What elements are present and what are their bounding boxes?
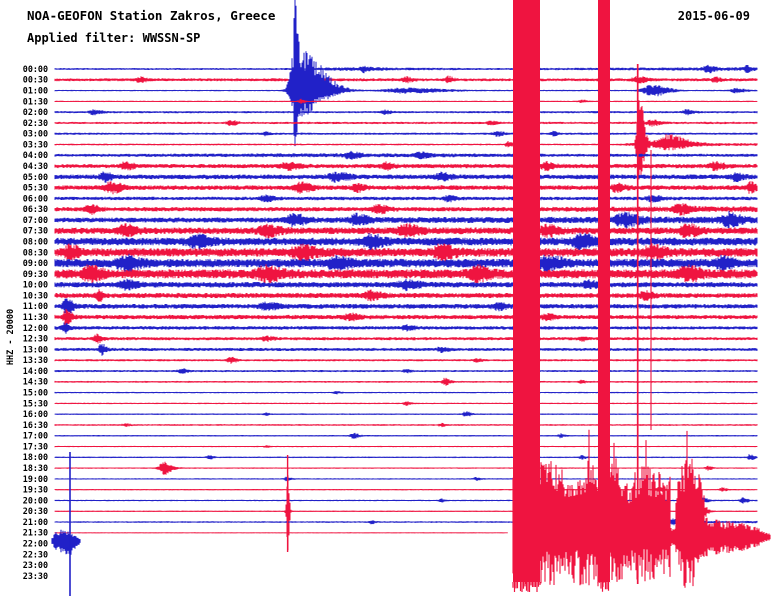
trace-signal [54, 333, 758, 344]
trace-signal [54, 203, 758, 216]
trace-signal [54, 368, 758, 374]
row-time-label: 03:30 [23, 139, 48, 149]
row-time-label: 22:30 [23, 549, 48, 559]
row-time-label: 08:30 [23, 247, 48, 257]
row-time-label: 12:00 [23, 323, 48, 333]
row-time-label: 21:30 [23, 528, 48, 538]
row-time-label: 20:30 [23, 506, 48, 516]
trace-signal [54, 64, 758, 74]
trace-signal [54, 181, 758, 195]
trace-signal [54, 130, 758, 137]
row-time-label: 12:30 [23, 334, 48, 344]
trace-signal [54, 432, 758, 439]
row-time-label: 01:30 [23, 96, 48, 106]
row-time-label: 17:30 [23, 441, 48, 451]
row-time-label: 02:30 [23, 118, 48, 128]
filter-subtitle: Applied filter: WWSSN-SP [27, 31, 201, 45]
trace-signal [54, 377, 758, 386]
trace-signal [54, 98, 758, 104]
row-time-label: 04:00 [23, 150, 48, 160]
trace-signal [54, 223, 758, 239]
row-time-label: 06:30 [23, 204, 48, 214]
row-time-label: 17:00 [23, 431, 48, 441]
row-time-label: 23:30 [23, 571, 48, 581]
row-time-label: 23:00 [23, 560, 48, 570]
trace-signal [54, 356, 758, 364]
row-time-label: 16:30 [23, 420, 48, 430]
event-spindle [654, 516, 771, 558]
row-time-label: 15:00 [23, 388, 48, 398]
row-time-label: 15:30 [23, 398, 48, 408]
row-time-label: 18:00 [23, 452, 48, 462]
row-time-label: 14:00 [23, 366, 48, 376]
saturated-coda-chaos [512, 429, 671, 587]
row-time-label: 11:00 [23, 301, 48, 311]
row-time-label: 00:00 [23, 64, 48, 74]
row-time-label: 05:30 [23, 183, 48, 193]
row-time-label: 07:00 [23, 215, 48, 225]
row-time-label: 10:00 [23, 280, 48, 290]
row-time-label: 10:30 [23, 290, 48, 300]
row-time-label: 09:30 [23, 269, 48, 279]
row-time-label: 16:00 [23, 409, 48, 419]
trace-signal [54, 401, 758, 406]
trace-signal [54, 298, 758, 317]
trace-signal [54, 278, 758, 292]
row-time-label: 02:00 [23, 107, 48, 117]
trace-signal [54, 289, 758, 302]
trace-signal [54, 309, 758, 327]
trace-signal [54, 344, 758, 356]
trace-signal [54, 75, 758, 84]
trace-signal [54, 445, 758, 448]
trace-signal [54, 194, 758, 203]
row-time-label: 00:30 [23, 75, 48, 85]
row-time-label: 01:00 [23, 85, 48, 95]
row-time-label: 11:30 [23, 312, 48, 322]
date-label: 2015-06-09 [677, 9, 750, 23]
row-time-label: 19:30 [23, 485, 48, 495]
trace-signal [54, 476, 758, 482]
row-time-label: 22:00 [23, 539, 48, 549]
row-time-label: 13:00 [23, 344, 48, 354]
row-time-label: 08:00 [23, 236, 48, 246]
trace-signal [54, 454, 758, 460]
station-title: NOA-GEOFON Station Zakros, Greece [27, 8, 276, 23]
row-time-label: 09:00 [23, 258, 48, 268]
trace-signal [54, 391, 758, 395]
row-time-label: 18:30 [23, 463, 48, 473]
row-time-label: 05:00 [23, 172, 48, 182]
trace-signal [54, 532, 505, 534]
row-time-label: 13:30 [23, 355, 48, 365]
trace-signal [54, 119, 758, 127]
saturated-coda-chaos [675, 430, 705, 588]
band-ragged-bottom [597, 582, 611, 592]
band-ragged-bottom [512, 582, 541, 592]
row-time-label: 20:00 [23, 495, 48, 505]
row-time-label: 03:00 [23, 129, 48, 139]
trace-signal [54, 322, 758, 334]
row-time-label: 19:00 [23, 474, 48, 484]
row-time-label: 07:30 [23, 226, 48, 236]
row-time-label: 14:30 [23, 377, 48, 387]
saturated-event-band [598, 0, 610, 582]
trace-signal [54, 150, 758, 160]
trace-signal [54, 422, 758, 428]
trace-signal [54, 161, 758, 172]
row-time-label: 06:00 [23, 193, 48, 203]
trace-signal [54, 171, 758, 183]
event-spindle [51, 529, 81, 553]
row-time-label: 21:00 [23, 517, 48, 527]
trace-signal [54, 109, 758, 116]
trace-signal [54, 461, 758, 475]
row-time-label: 04:30 [23, 161, 48, 171]
